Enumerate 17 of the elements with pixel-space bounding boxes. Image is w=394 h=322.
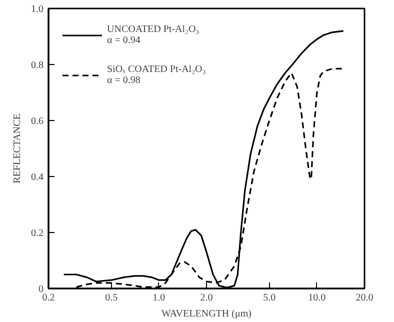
y-tick-label: 0.2 xyxy=(31,228,44,239)
x-tick-label: 5.0 xyxy=(263,292,276,304)
x-tick-label: 10.0 xyxy=(308,292,326,304)
x-axis-title: WAVELENGTH (μm) xyxy=(162,308,252,320)
y-tick-label: 0.8 xyxy=(31,60,44,71)
x-tick-label: 1.0 xyxy=(152,292,166,304)
x-tick-label: 0.5 xyxy=(105,292,118,304)
x-tick-label: 0.2 xyxy=(42,292,55,304)
y-tick-label: 0 xyxy=(38,284,44,295)
x-tick-label: 20.0 xyxy=(356,292,374,304)
y-tick-label: 0.4 xyxy=(31,172,44,183)
legend-label: UNCOATED Pt-Al₂O₃ α = 0.94 xyxy=(107,23,200,48)
legend-label: SiOₓ COATED Pt-Al₂O₃ α = 0.98 xyxy=(107,63,206,88)
y-tick-label: 1.0 xyxy=(31,4,44,15)
x-tick-label: 2.0 xyxy=(200,292,213,304)
y-axis-title: REFLECTANCE xyxy=(12,114,23,184)
y-tick-label: 0.6 xyxy=(31,116,44,127)
